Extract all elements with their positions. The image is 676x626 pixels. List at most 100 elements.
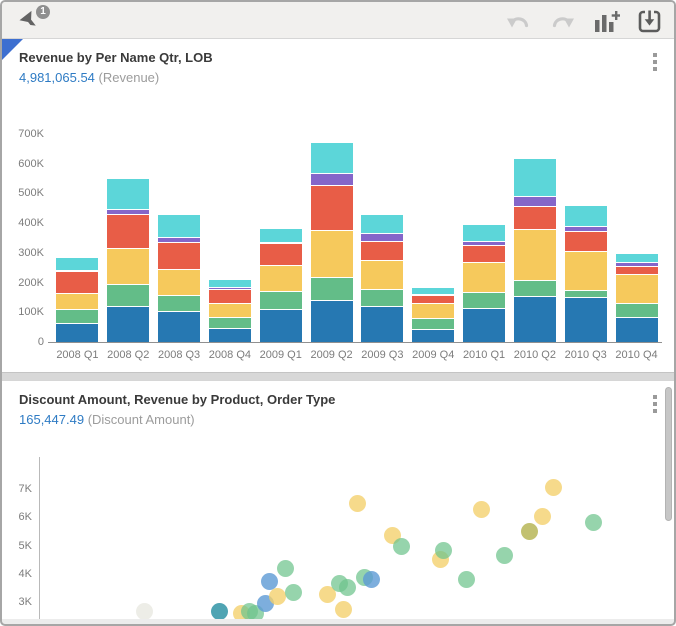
bar-segment[interactable] (615, 273, 658, 304)
scatter-point[interactable] (334, 601, 352, 619)
bar-segment[interactable] (107, 306, 150, 342)
scatter-point[interactable] (319, 585, 337, 603)
bar-segment[interactable] (310, 276, 353, 301)
scatter-point[interactable] (496, 546, 514, 564)
undo-button[interactable] (506, 12, 532, 35)
vertical-scrollbar[interactable] (665, 383, 673, 617)
bar-segment[interactable] (259, 309, 302, 342)
bar-segment[interactable] (56, 270, 99, 293)
scatter-point[interactable] (135, 602, 153, 619)
scatter-point[interactable] (260, 573, 278, 591)
bar-segment[interactable] (107, 178, 150, 209)
bar-segment[interactable] (259, 290, 302, 310)
add-chart-button[interactable] (592, 10, 621, 37)
scatter-point[interactable] (457, 571, 475, 589)
bar-segment[interactable] (463, 261, 506, 292)
bar-segment[interactable] (208, 288, 251, 304)
bar-segment[interactable] (259, 241, 302, 244)
bar-segment[interactable] (361, 289, 404, 307)
bar-segment[interactable] (259, 265, 302, 291)
stacked-bar[interactable] (107, 178, 150, 342)
bar-segment[interactable] (412, 328, 455, 342)
stacked-bar[interactable] (208, 279, 251, 342)
stacked-bar[interactable] (615, 253, 658, 342)
bar-segment[interactable] (463, 307, 506, 342)
bar-segment[interactable] (56, 323, 99, 342)
filter-button[interactable]: 1 (14, 5, 50, 36)
bar-segment[interactable] (310, 184, 353, 230)
scatter-point[interactable] (339, 579, 357, 597)
stacked-bar[interactable] (513, 157, 556, 342)
bar-segment[interactable] (361, 233, 404, 241)
bar-segment[interactable] (208, 303, 251, 317)
bar-segment[interactable] (513, 205, 556, 230)
bar-segment[interactable] (158, 241, 201, 270)
bar-segment[interactable] (107, 214, 150, 248)
scatter-point[interactable] (545, 478, 563, 496)
scatter-point[interactable] (434, 541, 452, 559)
scrollbar-thumb[interactable] (665, 387, 672, 521)
stacked-bar[interactable] (259, 227, 302, 342)
bar-segment[interactable] (158, 295, 201, 312)
bar-segment[interactable] (361, 214, 404, 234)
revenue-bar-chart-card[interactable]: Revenue by Per Name Qtr, LOB 4,981,065.5… (2, 38, 674, 373)
bar-segment[interactable] (310, 300, 353, 342)
bar-segment[interactable] (208, 287, 251, 289)
bar-segment[interactable] (310, 142, 353, 174)
bar-segment[interactable] (158, 237, 201, 242)
bar-segment[interactable] (463, 240, 506, 246)
bar-segment[interactable] (107, 247, 150, 285)
bar-segment[interactable] (564, 251, 607, 291)
bar-segment[interactable] (564, 226, 607, 231)
bar-segment[interactable] (615, 316, 658, 342)
bar-segment[interactable] (564, 230, 607, 252)
bar-segment[interactable] (56, 293, 99, 310)
bar-segment[interactable] (412, 286, 455, 294)
stacked-bar[interactable] (412, 286, 455, 342)
bar-segment[interactable] (513, 295, 556, 342)
bar-segment[interactable] (361, 240, 404, 261)
scatter-point[interactable] (584, 513, 602, 531)
bar-segment[interactable] (158, 214, 201, 238)
scatter-point[interactable] (210, 603, 228, 619)
stacked-bar[interactable] (463, 224, 506, 342)
bar-segment[interactable] (513, 229, 556, 280)
scatter-point[interactable] (362, 570, 380, 588)
save-button[interactable] (637, 9, 662, 37)
bar-segment[interactable] (615, 303, 658, 317)
scatter-point[interactable] (269, 588, 287, 606)
bar-segment[interactable] (259, 243, 302, 266)
bar-segment[interactable] (107, 284, 150, 307)
bar-segment[interactable] (615, 253, 658, 262)
stacked-bar[interactable] (361, 214, 404, 342)
scatter-point[interactable] (349, 495, 367, 513)
bar-segment[interactable] (463, 245, 506, 262)
bar-segment[interactable] (158, 311, 201, 342)
stacked-bar[interactable] (564, 205, 607, 342)
bar-segment[interactable] (158, 269, 201, 296)
scatter-point[interactable] (285, 583, 303, 601)
scatter-point[interactable] (472, 501, 490, 519)
bar-segment[interactable] (56, 309, 99, 324)
redo-button[interactable] (549, 12, 575, 35)
bar-segment[interactable] (107, 208, 150, 215)
bar-segment[interactable] (564, 205, 607, 227)
scatter-point[interactable] (520, 522, 538, 540)
stacked-bar[interactable] (56, 256, 99, 342)
bar-segment[interactable] (412, 303, 455, 319)
bar-segment[interactable] (259, 227, 302, 242)
bar-segment[interactable] (412, 293, 455, 295)
stacked-bar[interactable] (158, 214, 201, 342)
bar-segment[interactable] (564, 297, 607, 342)
bar-segment[interactable] (513, 157, 556, 197)
bar-segment[interactable] (463, 224, 506, 241)
bar-segment[interactable] (361, 306, 404, 342)
discount-scatter-chart-card[interactable]: Discount Amount, Revenue by Product, Ord… (2, 380, 674, 619)
bar-segment[interactable] (56, 269, 99, 271)
bar-segment[interactable] (208, 279, 251, 288)
bar-segment[interactable] (208, 316, 251, 328)
bar-segment[interactable] (310, 173, 353, 185)
bar-segment[interactable] (361, 260, 404, 290)
bar-segment[interactable] (615, 261, 658, 266)
scatter-point[interactable] (533, 507, 551, 525)
